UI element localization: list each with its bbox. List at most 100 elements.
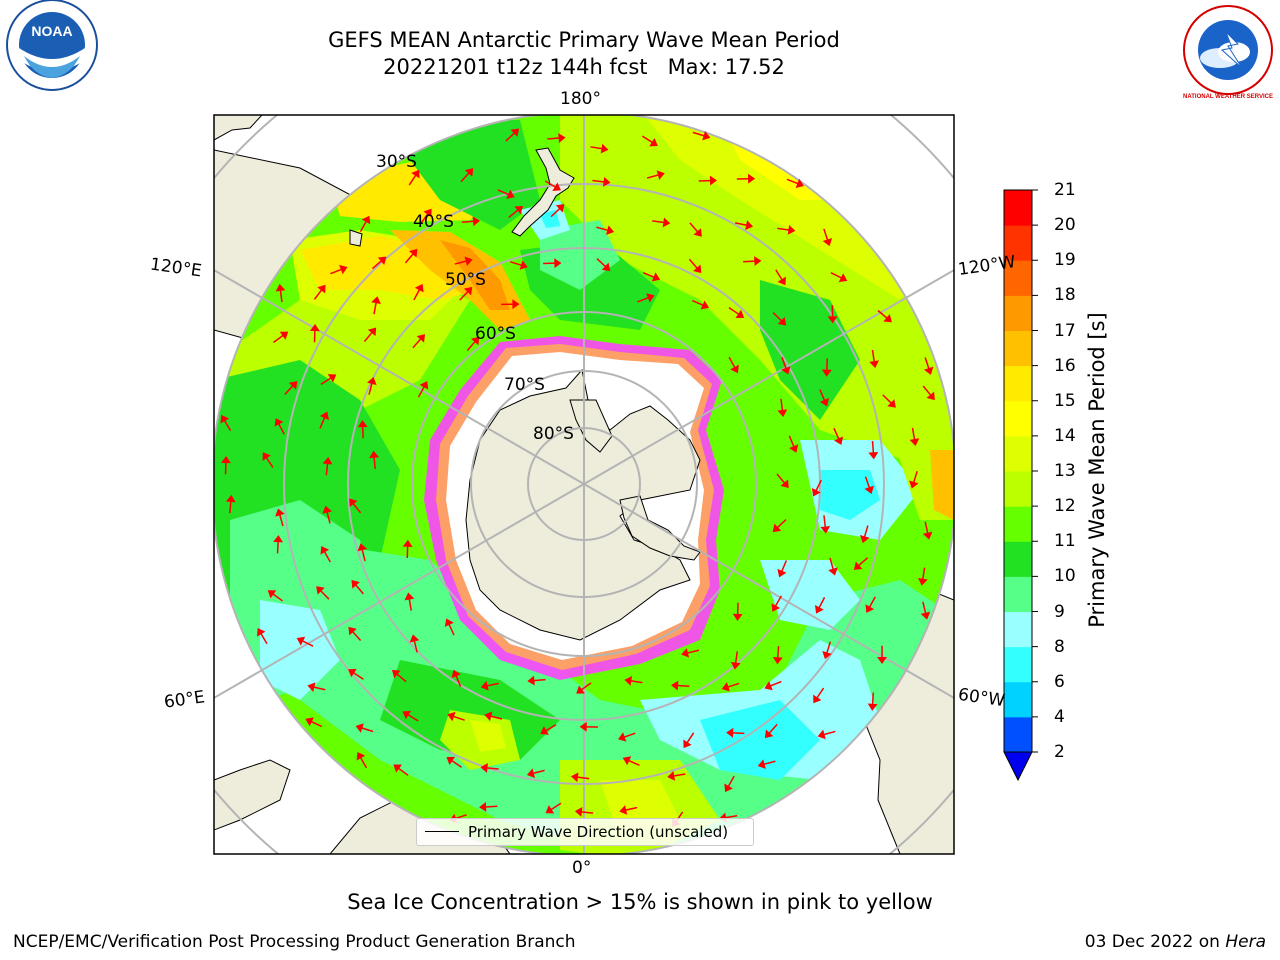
- wave-arrow-head: [512, 299, 520, 310]
- wave-arrow-shaft: [313, 686, 326, 691]
- wave-arrow-head: [356, 751, 366, 761]
- wave-arrow-head: [624, 676, 633, 686]
- wave-arrow-head: [922, 531, 933, 540]
- wave-arrow-shaft: [772, 312, 783, 322]
- wave-arrow-head: [781, 366, 791, 375]
- lon-label-180: 180°: [560, 89, 601, 109]
- wave-arrow-shaft: [673, 773, 686, 777]
- wave-arrow-shaft: [826, 641, 832, 654]
- wave-arrow-head: [357, 420, 368, 428]
- wave-arrow-head: [764, 729, 774, 739]
- wave-arrow-head: [606, 225, 615, 235]
- wave-arrow-shaft: [871, 349, 876, 362]
- wave-arrow-shaft: [276, 541, 279, 554]
- wave-arrow-shaft: [924, 357, 930, 370]
- wave-arrow-head: [735, 309, 745, 318]
- wave-arrow-head: [402, 539, 413, 547]
- wave-arrow-head: [317, 284, 326, 294]
- colorbar-tick-label: 11: [1054, 531, 1076, 552]
- wave-arrow-head: [811, 488, 821, 497]
- wave-arrow-shaft: [882, 394, 892, 404]
- colorbar-segment: [1004, 576, 1032, 612]
- wave-arrow-shaft: [734, 222, 748, 227]
- wave-direction-arrows: [220, 128, 935, 828]
- wave-arrow-shaft: [466, 340, 476, 351]
- wave-arrow-shaft: [359, 757, 368, 769]
- wave-arrow-head: [619, 805, 628, 815]
- colorbar-tick-label: 13: [1054, 461, 1076, 481]
- map-frame: [213, 114, 955, 855]
- tasmania: [349, 229, 363, 247]
- wave-arrow-shaft: [777, 227, 790, 231]
- wave-arrow-shaft: [486, 682, 499, 687]
- wave-arrow-head: [570, 772, 579, 783]
- wave-arrow-shaft: [451, 759, 463, 768]
- colorbar-tick-label: 20: [1054, 215, 1076, 236]
- wave-arrow-head: [514, 205, 524, 215]
- wave-arrow-head: [867, 703, 878, 711]
- wave-arrow-shaft: [781, 357, 787, 369]
- colorbar-tick-label: 4: [1054, 706, 1065, 727]
- wave-arrow-shaft: [330, 268, 342, 275]
- wave-arrow-head: [355, 723, 364, 733]
- wave-arrow-head: [777, 276, 786, 286]
- wave-arrow-shaft: [407, 714, 419, 722]
- lat-label-60s: 60°S: [475, 324, 516, 344]
- wave-arrow-head: [411, 169, 420, 179]
- wave-arrow-shaft: [774, 595, 782, 607]
- wave-arrow-head: [305, 717, 314, 727]
- colorbar-tick-label: 18: [1054, 285, 1076, 306]
- colorbar-segment: [1004, 225, 1032, 261]
- wave-arrow-shaft: [355, 584, 364, 595]
- wave-arrow-shaft: [363, 331, 373, 343]
- colorbar-extend-min: [1003, 751, 1033, 782]
- wave-arrow-head: [526, 768, 535, 778]
- wave-arrow-shaft: [453, 715, 465, 721]
- wave-arrow-head: [820, 525, 831, 534]
- wave-arrow-shaft: [728, 356, 736, 369]
- legend-line-swatch: [425, 831, 459, 832]
- wave-arrow-shaft: [361, 426, 364, 439]
- wave-arrow-head: [601, 262, 611, 272]
- wave-arrow-shaft: [687, 649, 700, 654]
- wave-arrow-head: [409, 634, 420, 643]
- wave-arrow-head: [651, 272, 661, 282]
- wave-arrow-head: [369, 450, 380, 459]
- wave-arrow-head: [479, 801, 487, 812]
- wave-arrow-shaft: [550, 207, 561, 218]
- wave-arrow-head: [554, 258, 562, 269]
- wave-arrow-head: [827, 316, 838, 324]
- colorbar-tick-label: 12: [1054, 496, 1076, 517]
- colorbar-label: Primary Wave Mean Period [s]: [1085, 312, 1109, 628]
- wave-arrow-head: [464, 256, 473, 267]
- wave-arrow-head: [730, 661, 741, 670]
- wave-arrow-head: [622, 756, 632, 766]
- colorbar-tick-label: 17: [1054, 320, 1076, 341]
- wave-arrow-head: [402, 710, 412, 720]
- wave-arrow-shaft: [490, 715, 503, 720]
- wave-arrow-shaft: [373, 302, 377, 315]
- wave-arrow-head: [909, 438, 920, 446]
- colorbar-segment: [1004, 435, 1032, 472]
- ross-ice-shelf: [569, 399, 613, 453]
- wave-arrow-shaft: [581, 811, 594, 814]
- wave-arrow-head: [357, 543, 368, 552]
- wave-arrow-head: [859, 534, 870, 544]
- wave-arrow-shaft: [727, 682, 740, 688]
- wave-arrow-head: [618, 732, 627, 742]
- wave-arrow-shaft: [545, 724, 557, 732]
- wave-arrow-head: [279, 331, 289, 340]
- wave-arrow-shaft: [260, 633, 268, 645]
- wave-arrow-head: [391, 669, 401, 679]
- colorbar-segment: [1004, 646, 1032, 683]
- wave-arrow-shaft: [642, 272, 655, 278]
- wave-arrow-shaft: [763, 760, 776, 766]
- wave-arrow-head: [780, 479, 789, 489]
- wave-arrow-shaft: [461, 220, 474, 223]
- wave-arrow-head: [777, 409, 788, 418]
- wave-arrow-head: [510, 128, 520, 137]
- nws-logo-text: NATIONAL WEATHER SERVICE: [1183, 94, 1273, 100]
- wave-arrow-head: [275, 508, 285, 517]
- wave-arrow-shaft: [497, 189, 510, 196]
- wave-arrow-head: [667, 771, 676, 781]
